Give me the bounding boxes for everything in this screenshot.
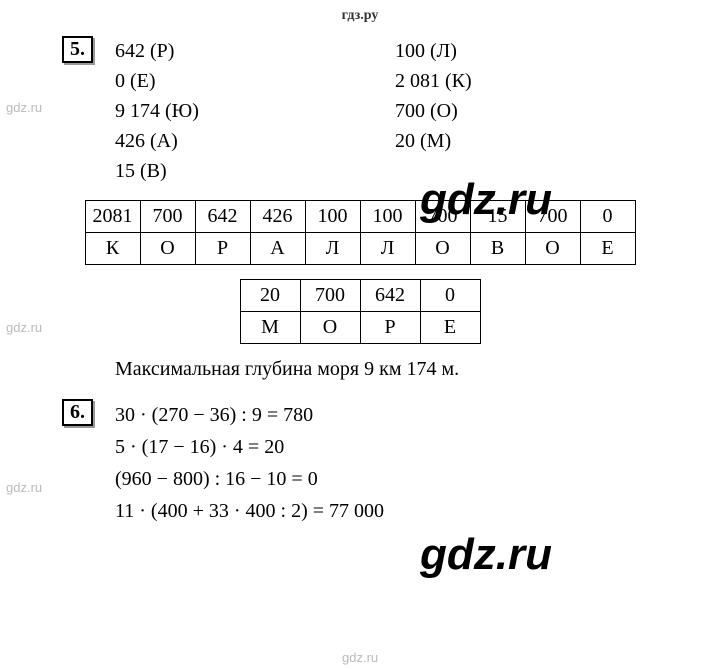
- table-cell: 20: [240, 280, 300, 312]
- pair-line: 426 (А): [115, 126, 395, 156]
- table-cell: Р: [360, 312, 420, 344]
- table-row: М О Р Е: [240, 312, 480, 344]
- pair-line: 15 (В): [115, 156, 395, 186]
- table-cell: М: [240, 312, 300, 344]
- table-cell: О: [525, 233, 580, 265]
- watermark-small: gdz.ru: [6, 320, 42, 335]
- table-cell: 642: [360, 280, 420, 312]
- pair-line: 700 (О): [395, 96, 472, 126]
- table-cell: 100: [305, 201, 360, 233]
- pairs-container: 642 (Р) 0 (Е) 9 174 (Ю) 426 (А) 15 (В) 1…: [115, 36, 720, 186]
- pair-line: 100 (Л): [395, 36, 472, 66]
- watermark-small: gdz.ru: [6, 100, 42, 115]
- table-cell: Л: [360, 233, 415, 265]
- cipher-table-2: 20 700 642 0 М О Р Е: [240, 279, 481, 344]
- exercise-5: 5. 642 (Р) 0 (Е) 9 174 (Ю) 426 (А) 15 (В…: [60, 36, 720, 186]
- table-cell: 426: [250, 201, 305, 233]
- table-cell: Л: [305, 233, 360, 265]
- table-cell: 15: [470, 201, 525, 233]
- pair-line: 642 (Р): [115, 36, 395, 66]
- table-cell: 700: [415, 201, 470, 233]
- table-cell: К: [85, 233, 140, 265]
- cipher-table-1: 2081 700 642 426 100 100 700 15 700 0 К …: [85, 200, 636, 265]
- table-cell: 700: [525, 201, 580, 233]
- equation-line: 5 · (17 − 16) · 4 = 20: [115, 431, 720, 463]
- table-cell: 100: [360, 201, 415, 233]
- watermark-big: gdz.ru: [420, 530, 552, 580]
- table-cell: О: [415, 233, 470, 265]
- pair-line: 0 (Е): [115, 66, 395, 96]
- pair-line: 2 081 (К): [395, 66, 472, 96]
- equation-line: 30 · (270 − 36) : 9 = 780: [115, 399, 720, 431]
- table-cell: 700: [140, 201, 195, 233]
- table-row: 2081 700 642 426 100 100 700 15 700 0: [85, 201, 635, 233]
- depth-caption: Максимальная глубина моря 9 км 174 м.: [115, 358, 720, 381]
- table-cell: 2081: [85, 201, 140, 233]
- watermark-small: gdz.ru: [342, 650, 378, 665]
- exercise-number-5: 5.: [62, 36, 93, 63]
- page-header: гдз.ру: [0, 0, 720, 24]
- table-cell: О: [300, 312, 360, 344]
- table-cell: О: [140, 233, 195, 265]
- table-cell: 642: [195, 201, 250, 233]
- table-cell: Р: [195, 233, 250, 265]
- table-cell: Е: [420, 312, 480, 344]
- equation-line: 11 · (400 + 33 · 400 : 2) = 77 000: [115, 495, 720, 527]
- pair-line: 9 174 (Ю): [115, 96, 395, 126]
- table-cell: 0: [580, 201, 635, 233]
- watermark-small: gdz.ru: [6, 480, 42, 495]
- table-cell: А: [250, 233, 305, 265]
- exercise-6: 6. 30 · (270 − 36) : 9 = 780 5 · (17 − 1…: [60, 399, 720, 527]
- table-cell: 700: [300, 280, 360, 312]
- pairs-col-right: 100 (Л) 2 081 (К) 700 (О) 20 (М): [395, 36, 472, 186]
- table-cell: Е: [580, 233, 635, 265]
- table-row: К О Р А Л Л О В О Е: [85, 233, 635, 265]
- exercise-number-6: 6.: [62, 399, 93, 426]
- pair-line: 20 (М): [395, 126, 472, 156]
- pairs-col-left: 642 (Р) 0 (Е) 9 174 (Ю) 426 (А) 15 (В): [115, 36, 395, 186]
- equation-line: (960 − 800) : 16 − 10 = 0: [115, 463, 720, 495]
- table-cell: 0: [420, 280, 480, 312]
- table-cell: В: [470, 233, 525, 265]
- table-row: 20 700 642 0: [240, 280, 480, 312]
